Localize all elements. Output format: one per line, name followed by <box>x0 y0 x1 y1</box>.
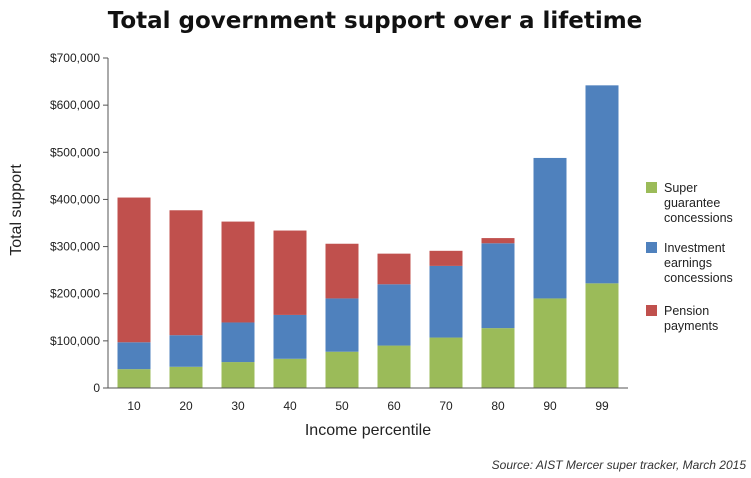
bar-segment <box>169 210 203 336</box>
bar-segment <box>273 230 307 315</box>
y-tick-label: $700,000 <box>50 51 100 65</box>
x-tick-label: 40 <box>283 399 297 413</box>
bar-segment <box>429 337 463 388</box>
bar-segment <box>117 369 151 388</box>
bar-segment <box>481 328 515 388</box>
bar-segment <box>221 322 255 363</box>
bar-segment <box>429 250 463 266</box>
bar-segment <box>169 366 203 388</box>
bar-segment <box>533 298 567 388</box>
x-tick-label: 20 <box>179 399 193 413</box>
x-tick-label: 90 <box>543 399 557 413</box>
bar-segment <box>273 358 307 388</box>
bar-segment <box>377 345 411 388</box>
bar-segment <box>377 284 411 346</box>
y-tick-label: $500,000 <box>50 145 100 159</box>
legend-label: earnings <box>664 256 712 270</box>
y-tick-label: 0 <box>93 381 100 395</box>
bar-segment <box>585 85 619 284</box>
bar-segment <box>429 265 463 338</box>
y-tick-label: $400,000 <box>50 192 100 206</box>
x-tick-label: 70 <box>439 399 453 413</box>
bar-segment <box>377 253 411 285</box>
x-tick-label: 50 <box>335 399 349 413</box>
bar-segment <box>325 298 359 352</box>
bar-segment <box>533 157 567 299</box>
x-axis-label: Income percentile <box>305 422 431 439</box>
bar-segment <box>325 243 359 299</box>
x-tick-label: 60 <box>387 399 401 413</box>
legend-label: concessions <box>664 271 733 285</box>
y-axis: 0 $100,000 $200,000 $300,000 $400,000 $500,00… <box>50 51 108 395</box>
legend: SuperguaranteeconcessionsInvestmentearni… <box>646 181 733 333</box>
y-axis-label: Total support <box>8 164 25 256</box>
y-tick-label: $600,000 <box>50 98 100 112</box>
x-tick-label: 30 <box>231 399 245 413</box>
chart-title: Total government support over a lifetime <box>108 8 643 34</box>
legend-label: payments <box>664 319 718 333</box>
bar-segment <box>585 283 619 388</box>
bar-segment <box>221 221 255 323</box>
legend-swatch <box>646 182 657 193</box>
bar-segment <box>169 335 203 367</box>
x-tick-label: 80 <box>491 399 505 413</box>
legend-label: Investment <box>664 241 726 255</box>
y-tick-label: $100,000 <box>50 334 100 348</box>
legend-label: Super <box>664 181 697 195</box>
legend-label: guarantee <box>664 196 720 210</box>
x-tick-label: 99 <box>595 399 609 413</box>
bar-segment <box>221 362 255 388</box>
bar-segment <box>481 238 515 244</box>
legend-swatch <box>646 305 657 316</box>
bar-segment <box>481 243 515 329</box>
y-tick-label: $200,000 <box>50 287 100 301</box>
bar-segment <box>117 342 151 370</box>
legend-label: Pension <box>664 304 709 318</box>
bars <box>117 85 619 388</box>
legend-label: concessions <box>664 211 733 225</box>
axes <box>107 58 628 389</box>
bar-segment <box>325 351 359 388</box>
bar-segment <box>117 197 151 343</box>
x-tick-label: 10 <box>127 399 141 413</box>
x-axis: 10 20 30 40 50 60 70 80 90 99 <box>127 399 609 413</box>
y-tick-label: $300,000 <box>50 240 100 254</box>
legend-swatch <box>646 242 657 253</box>
bar-segment <box>273 314 307 359</box>
source-note: Source: AIST Mercer super tracker, March… <box>492 458 747 472</box>
